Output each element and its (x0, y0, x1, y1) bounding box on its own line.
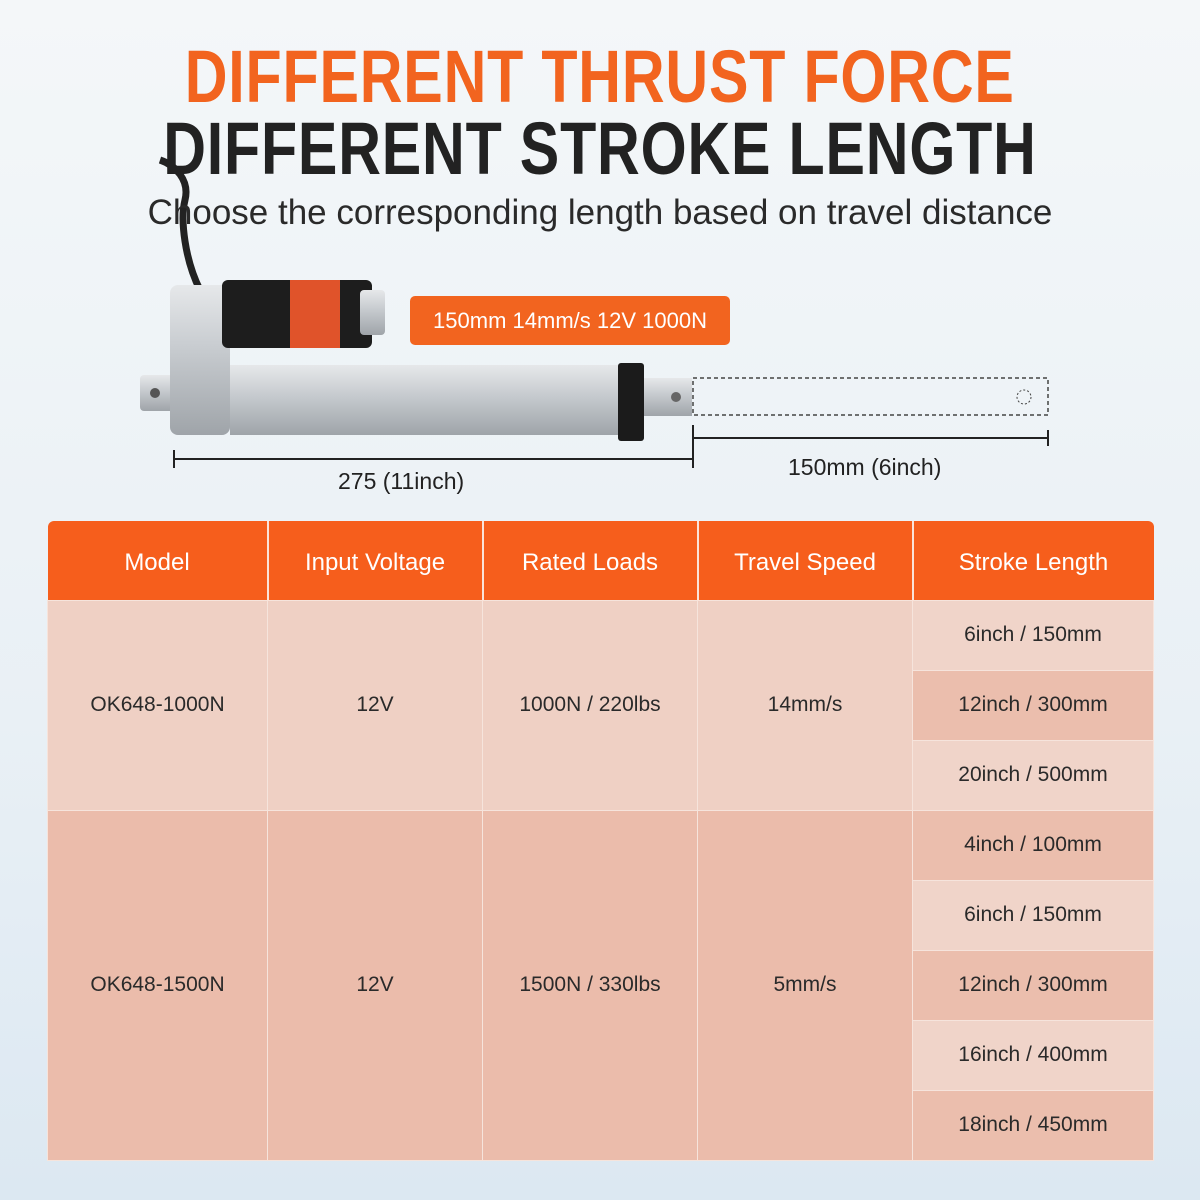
speed-cell: 5mm/s (697, 809, 913, 1161)
spec-badge: 150mm 14mm/s 12V 1000N (410, 296, 730, 345)
spec-table: Model Input Voltage Rated Loads Travel S… (47, 521, 1154, 1161)
header-model: Model (47, 521, 269, 600)
title-line-2: DIFFERENT STROKE LENGTH (163, 107, 1037, 190)
stroke-length-label: 150mm (6inch) (788, 454, 942, 480)
linear-actuator-image (140, 156, 1049, 468)
stroke-cell: 20inch / 500mm (912, 739, 1154, 811)
stroke-cell: 16inch / 400mm (912, 1019, 1154, 1091)
title-line-1: DIFFERENT THRUST FORCE (185, 35, 1015, 118)
table-row: 20inch / 500mm (48, 739, 1154, 811)
model-cell: OK648-1500N (47, 809, 268, 1161)
voltage-cell: 12V (267, 599, 483, 811)
table-header-row: Model Input Voltage Rated Loads Travel S… (47, 521, 1154, 600)
table-row: 16inch / 400mm (48, 1019, 1154, 1091)
stroke-cell: 12inch / 300mm (912, 949, 1154, 1021)
stroke-cell: 4inch / 100mm (912, 809, 1154, 881)
stroke-cell: 18inch / 450mm (912, 1089, 1154, 1161)
speed-cell: 14mm/s (697, 599, 913, 811)
stroke-cell: 6inch / 150mm (912, 879, 1154, 951)
stroke-cell: 12inch / 300mm (912, 669, 1154, 741)
load-cell: 1000N / 220lbs (482, 599, 698, 811)
header-load: Rated Loads (482, 521, 699, 600)
table-row: OK648-1000N 12V 1000N / 220lbs 14mm/s 6inch … (47, 599, 1154, 811)
body-length-label: 275 (11inch) (338, 468, 465, 494)
table-row: 18inch / 450mm (48, 1089, 1154, 1161)
load-cell: 1500N / 330lbs (482, 809, 698, 1161)
table-row: 12inch / 300mm (48, 949, 1154, 1021)
header-stroke: Stroke Length (912, 521, 1154, 600)
table-row: OK648-1500N 12V 1500N / 330lbs 5mm/s 4inch /… (47, 809, 1154, 1161)
voltage-cell: 12V (267, 809, 483, 1161)
header-speed: Travel Speed (697, 521, 914, 600)
subtitle: Choose the corresponding length based on… (147, 193, 1053, 232)
table-row: 12inch / 300mm (48, 669, 1154, 741)
table-row: 6inch / 150mm (48, 879, 1154, 951)
model-cell: OK648-1000N (47, 599, 268, 811)
stroke-cell: 6inch / 150mm (912, 599, 1154, 671)
header-voltage: Input Voltage (267, 521, 484, 600)
